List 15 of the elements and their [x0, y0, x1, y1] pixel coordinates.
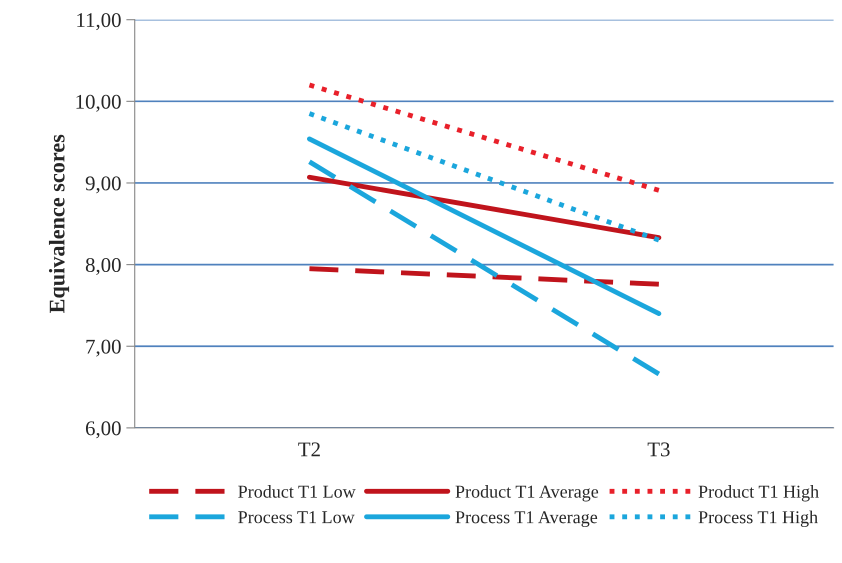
- legend-label: Process T1 High: [698, 510, 818, 528]
- y-tick-label: 9,00: [86, 176, 121, 194]
- legend-label: Process T1 Low: [238, 511, 355, 524]
- y-tick-label: 11,00: [77, 13, 121, 30]
- legend-label: Product T1 High: [698, 485, 819, 502]
- y-tick-label: 10,00: [76, 94, 121, 112]
- y-tick-label: 6,00: [86, 421, 121, 438]
- legend-label: Process T1 Average: [456, 511, 598, 528]
- x-tick-label: T2: [298, 442, 320, 456]
- y-tick-label: 7,00: [86, 340, 121, 357]
- y-axis-title: Equivalence scores: [48, 134, 70, 314]
- x-tick-label: T3: [648, 442, 670, 456]
- legend-label: Product T1 Low: [238, 485, 356, 498]
- legend-label: Product T1 Average: [456, 485, 598, 502]
- y-tick-label: 8,00: [86, 258, 121, 276]
